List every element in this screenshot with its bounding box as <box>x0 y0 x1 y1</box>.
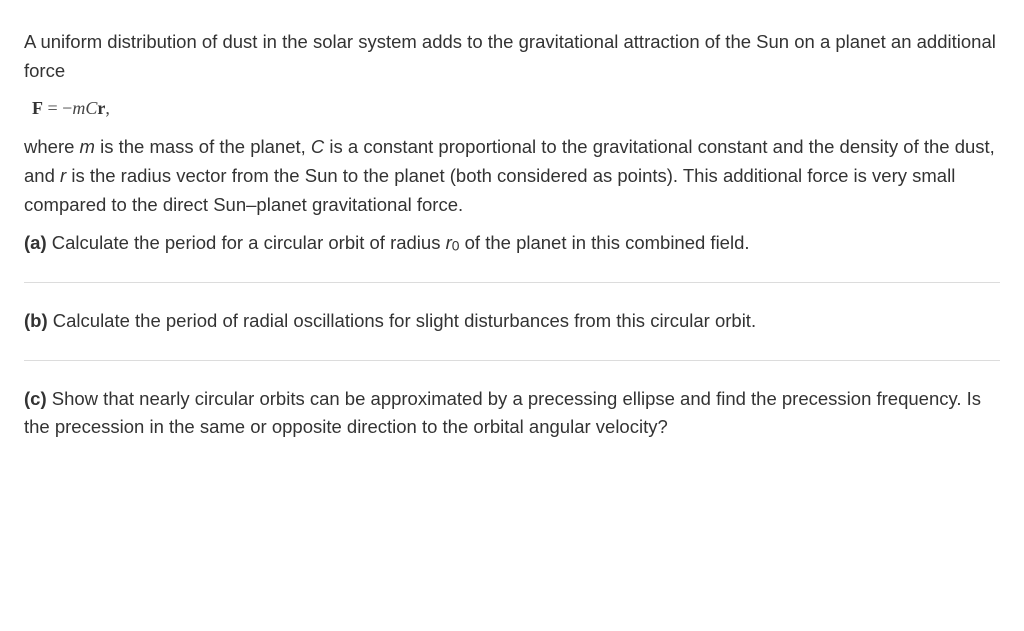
where-paragraph: where m is the mass of the planet, C is … <box>24 133 1000 219</box>
intro-paragraph: A uniform distribution of dust in the so… <box>24 28 1000 85</box>
part-a-label: (a) <box>24 232 47 253</box>
part-a-zero: 0 <box>452 238 460 254</box>
where-m: m <box>80 136 95 157</box>
part-b-text: Calculate the period of radial oscillati… <box>48 310 756 331</box>
part-a-tail: of the planet in this combined field. <box>460 232 750 253</box>
part-a: (a) Calculate the period for a circular … <box>24 229 1000 258</box>
where-pre: where <box>24 136 80 157</box>
intro-text: A uniform distribution of dust in the so… <box>24 31 996 81</box>
part-c: (c) Show that nearly circular orbits can… <box>24 385 1000 442</box>
part-c-text: Show that nearly circular orbits can be … <box>24 388 981 438</box>
formula-m: m <box>72 98 85 118</box>
part-a-pre: Calculate the period for a circular orbi… <box>47 232 446 253</box>
part-b: (b) Calculate the period of radial oscil… <box>24 307 1000 336</box>
formula: F = −mCr, <box>32 95 1000 123</box>
divider-bc <box>24 360 1000 361</box>
formula-eq: = − <box>43 98 72 118</box>
where-tail: is the radius vector from the Sun to the… <box>24 165 955 215</box>
formula-tail: , <box>105 98 110 118</box>
formula-C: C <box>85 98 97 118</box>
part-b-label: (b) <box>24 310 48 331</box>
where-C: C <box>311 136 324 157</box>
divider-ab <box>24 282 1000 283</box>
where-mid1: is the mass of the planet, <box>95 136 311 157</box>
formula-F: F <box>32 98 43 118</box>
part-c-label: (c) <box>24 388 47 409</box>
